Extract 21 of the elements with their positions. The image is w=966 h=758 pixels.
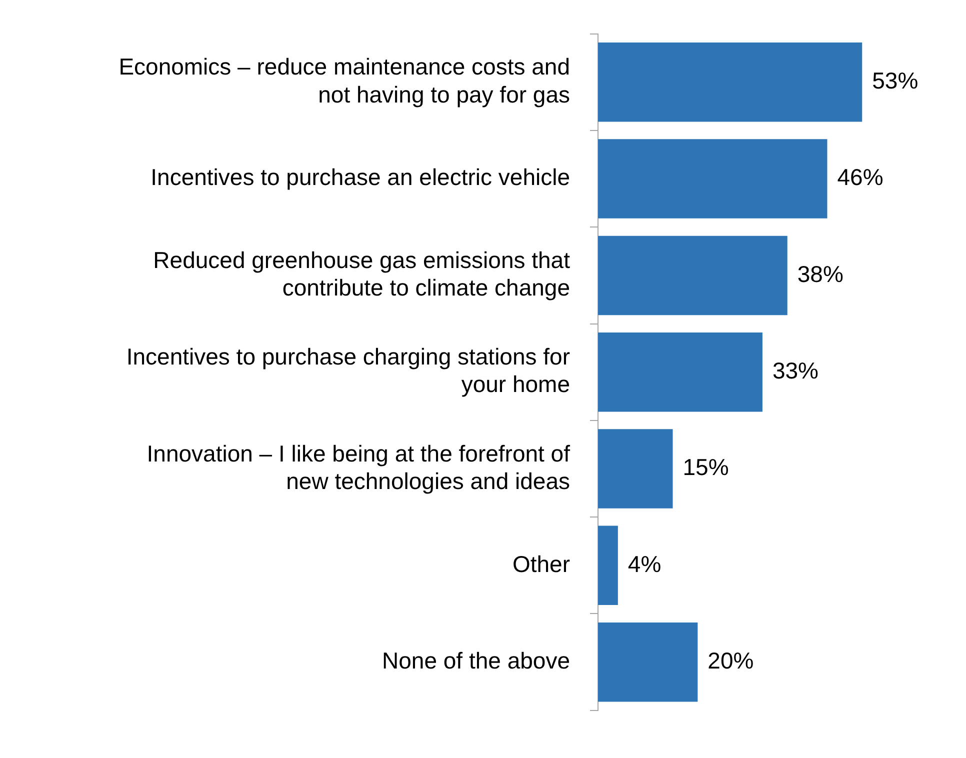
- bar: [598, 622, 698, 702]
- y-tick-label: Reduced greenhouse gas emissions that contribute to climate change: [153, 246, 571, 301]
- data-label: 53%: [872, 67, 918, 94]
- data-label: 33%: [772, 357, 818, 384]
- y-tick-label: Other: [512, 550, 570, 577]
- data-label: 46%: [837, 164, 884, 190]
- y-tick-label: Innovation – I like being at the forefront of new technologies and ideas: [146, 440, 571, 494]
- y-tick-label: Economics – reduce maintenance costs and not having to pay for gas: [118, 54, 570, 108]
- data-label: 4%: [628, 550, 662, 577]
- y-tick-label: Incentives to purchase an electric vehicle: [150, 164, 570, 190]
- y-tick-label: None of the above: [382, 647, 570, 674]
- bar: [598, 526, 618, 606]
- data-label: 38%: [797, 260, 844, 287]
- bar: [598, 236, 788, 316]
- bar: [598, 139, 828, 218]
- bar: [598, 42, 862, 122]
- y-tick-label: Incentives to purchase charging stations for your home: [126, 344, 570, 398]
- data-label: 15%: [682, 454, 729, 480]
- bar: [598, 332, 762, 412]
- data-label: 20%: [708, 647, 754, 674]
- bar: [598, 429, 673, 508]
